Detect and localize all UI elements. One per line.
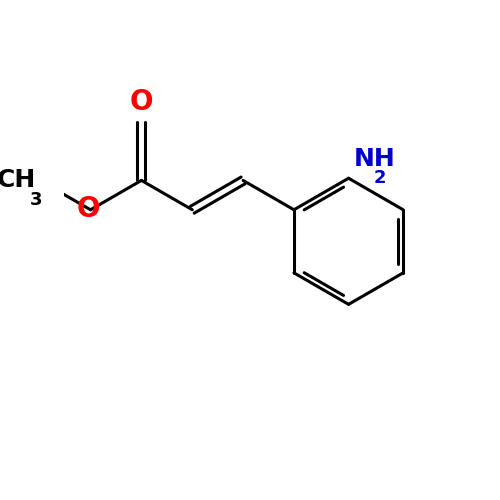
Text: O: O xyxy=(76,195,100,223)
Text: 3: 3 xyxy=(30,192,42,210)
Text: O: O xyxy=(130,88,153,117)
Text: 2: 2 xyxy=(374,168,386,186)
Text: NH: NH xyxy=(354,146,396,171)
Text: CH: CH xyxy=(0,168,36,192)
